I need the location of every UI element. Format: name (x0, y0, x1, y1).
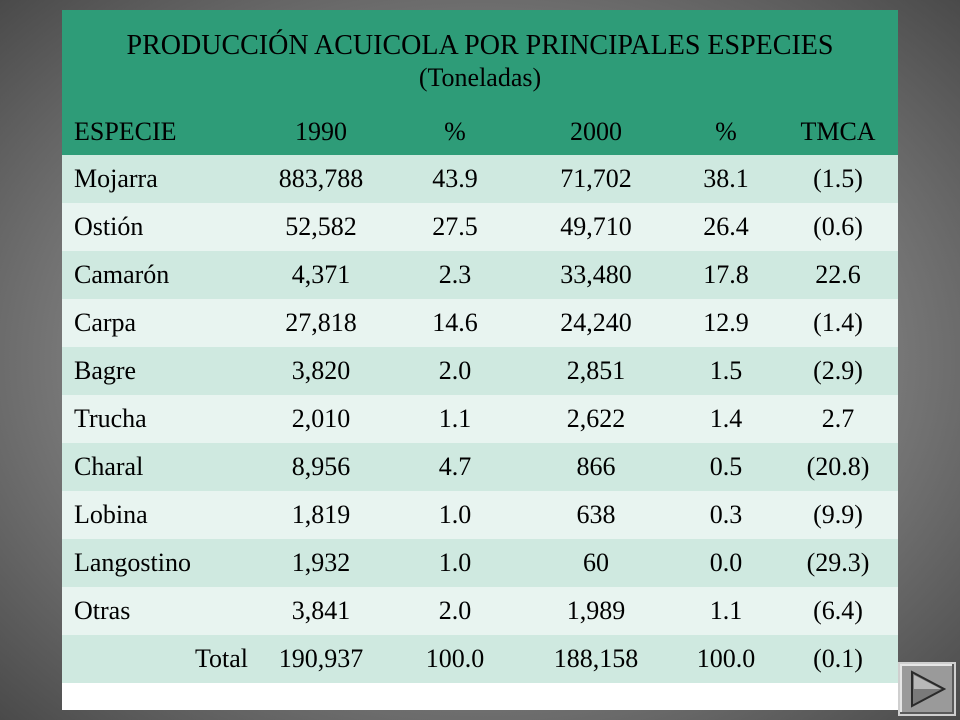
cell-2000: 188,158 (553, 644, 639, 673)
cell-especie: Camarón (74, 260, 170, 289)
table-row: Bagre 3,820 2.0 2,851 1.5 (2.9) (62, 347, 898, 395)
table-row: Langostino 1,932 1.0 60 0.0 (29.3) (62, 539, 898, 587)
cell-2000: 33,480 (560, 260, 632, 289)
column-header-2000: 2000 (570, 117, 622, 146)
cell-percent-1990: 43.9 (432, 164, 478, 193)
cell-tmca: 22.6 (815, 260, 861, 289)
cell-percent-2000: 0.5 (709, 452, 743, 481)
cell-1990: 883,788 (278, 164, 364, 193)
cell-tmca: (9.9) (813, 500, 863, 529)
cell-2000: 60 (583, 548, 609, 577)
cell-especie: Lobina (74, 500, 148, 529)
cell-especie: Charal (74, 452, 144, 481)
table-title: PRODUCCIÓN ACUICOLA POR PRINCIPALES ESPE… (126, 30, 834, 61)
cell-1990: 190,937 (278, 644, 364, 673)
table-row: Ostión 52,582 27.5 49,710 26.4 (0.6) (62, 203, 898, 251)
cell-percent-2000: 1.1 (709, 596, 743, 625)
cell-tmca: 2.7 (821, 404, 855, 433)
cell-1990: 1,819 (291, 500, 351, 529)
cell-2000: 2,851 (566, 356, 626, 385)
next-slide-button[interactable] (898, 662, 956, 716)
column-header-tmca: TMCA (800, 117, 876, 146)
cell-percent-1990: 2.3 (438, 260, 472, 289)
table-row: Charal 8,956 4.7 866 0.5 (20.8) (62, 443, 898, 491)
cell-percent-1990: 4.7 (438, 452, 472, 481)
cell-percent-2000: 12.9 (703, 308, 749, 337)
cell-1990: 4,371 (291, 260, 351, 289)
cell-1990: 52,582 (285, 212, 357, 241)
cell-2000: 638 (576, 500, 616, 529)
column-header-1990: 1990 (295, 117, 347, 146)
cell-tmca: (6.4) (813, 596, 863, 625)
cell-percent-2000: 100.0 (696, 644, 756, 673)
cell-tmca: (1.4) (813, 308, 863, 337)
cell-1990: 3,841 (291, 596, 351, 625)
cell-percent-2000: 0.0 (709, 548, 743, 577)
table-row: Camarón 4,371 2.3 33,480 17.8 22.6 (62, 251, 898, 299)
cell-percent-1990: 1.0 (438, 548, 472, 577)
table-row: Trucha 2,010 1.1 2,622 1.4 2.7 (62, 395, 898, 443)
table-header: PRODUCCIÓN ACUICOLA POR PRINCIPALES ESPE… (62, 10, 898, 155)
cell-2000: 2,622 (566, 404, 626, 433)
column-header-percent-1990: % (444, 117, 466, 146)
cell-tmca: (0.1) (813, 644, 863, 673)
column-header-especie: ESPECIE (74, 117, 177, 146)
cell-tmca: (29.3) (806, 548, 870, 577)
cell-percent-1990: 2.0 (438, 356, 472, 385)
cell-percent-2000: 17.8 (703, 260, 749, 289)
cell-percent-2000: 1.4 (709, 404, 743, 433)
cell-2000: 24,240 (560, 308, 632, 337)
cell-1990: 27,818 (285, 308, 357, 337)
cell-percent-1990: 14.6 (432, 308, 478, 337)
cell-1990: 8,956 (291, 452, 351, 481)
cell-1990: 1,932 (291, 548, 351, 577)
table-row: Lobina 1,819 1.0 638 0.3 (9.9) (62, 491, 898, 539)
cell-especie: Bagre (74, 356, 137, 385)
cell-percent-2000: 38.1 (703, 164, 749, 193)
table-row: Mojarra 883,788 43.9 71,702 38.1 (1.5) (62, 155, 898, 203)
cell-2000: 1,989 (566, 596, 626, 625)
cell-especie: Ostión (74, 212, 144, 241)
cell-total-label: Total (194, 644, 248, 673)
cell-percent-1990: 100.0 (425, 644, 485, 673)
table-subtitle: (Toneladas) (418, 63, 542, 92)
table-row: Otras 3,841 2.0 1,989 1.1 (6.4) (62, 587, 898, 635)
cell-tmca: (20.8) (806, 452, 870, 481)
cell-especie: Otras (74, 596, 131, 625)
cell-1990: 2,010 (291, 404, 351, 433)
cell-percent-1990: 1.0 (438, 500, 472, 529)
table-row: Carpa 27,818 14.6 24,240 12.9 (1.4) (62, 299, 898, 347)
cell-especie: Carpa (74, 308, 137, 337)
cell-percent-1990: 2.0 (438, 596, 472, 625)
cell-2000: 71,702 (560, 164, 632, 193)
data-table-panel: PRODUCCIÓN ACUICOLA POR PRINCIPALES ESPE… (62, 10, 898, 710)
cell-percent-2000: 26.4 (703, 212, 749, 241)
cell-especie: Trucha (74, 404, 147, 433)
total-row: Total 190,937 100.0 188,158 100.0 (0.1) (62, 635, 898, 683)
cell-percent-2000: 0.3 (709, 500, 743, 529)
column-header-row: ESPECIE 1990 % 2000 % TMCA (62, 110, 898, 154)
cell-2000: 49,710 (560, 212, 632, 241)
cell-percent-1990: 1.1 (438, 404, 472, 433)
cell-especie: Langostino (74, 548, 191, 577)
cell-tmca: (1.5) (813, 164, 863, 193)
cell-percent-1990: 27.5 (432, 212, 478, 241)
cell-tmca: (0.6) (813, 212, 863, 241)
cell-tmca: (2.9) (813, 356, 863, 385)
cell-especie: Mojarra (74, 164, 158, 193)
cell-2000: 866 (576, 452, 616, 481)
next-slide-icon (911, 670, 946, 708)
cell-1990: 3,820 (291, 356, 351, 385)
column-header-percent-2000: % (715, 117, 737, 146)
cell-percent-2000: 1.5 (709, 356, 743, 385)
